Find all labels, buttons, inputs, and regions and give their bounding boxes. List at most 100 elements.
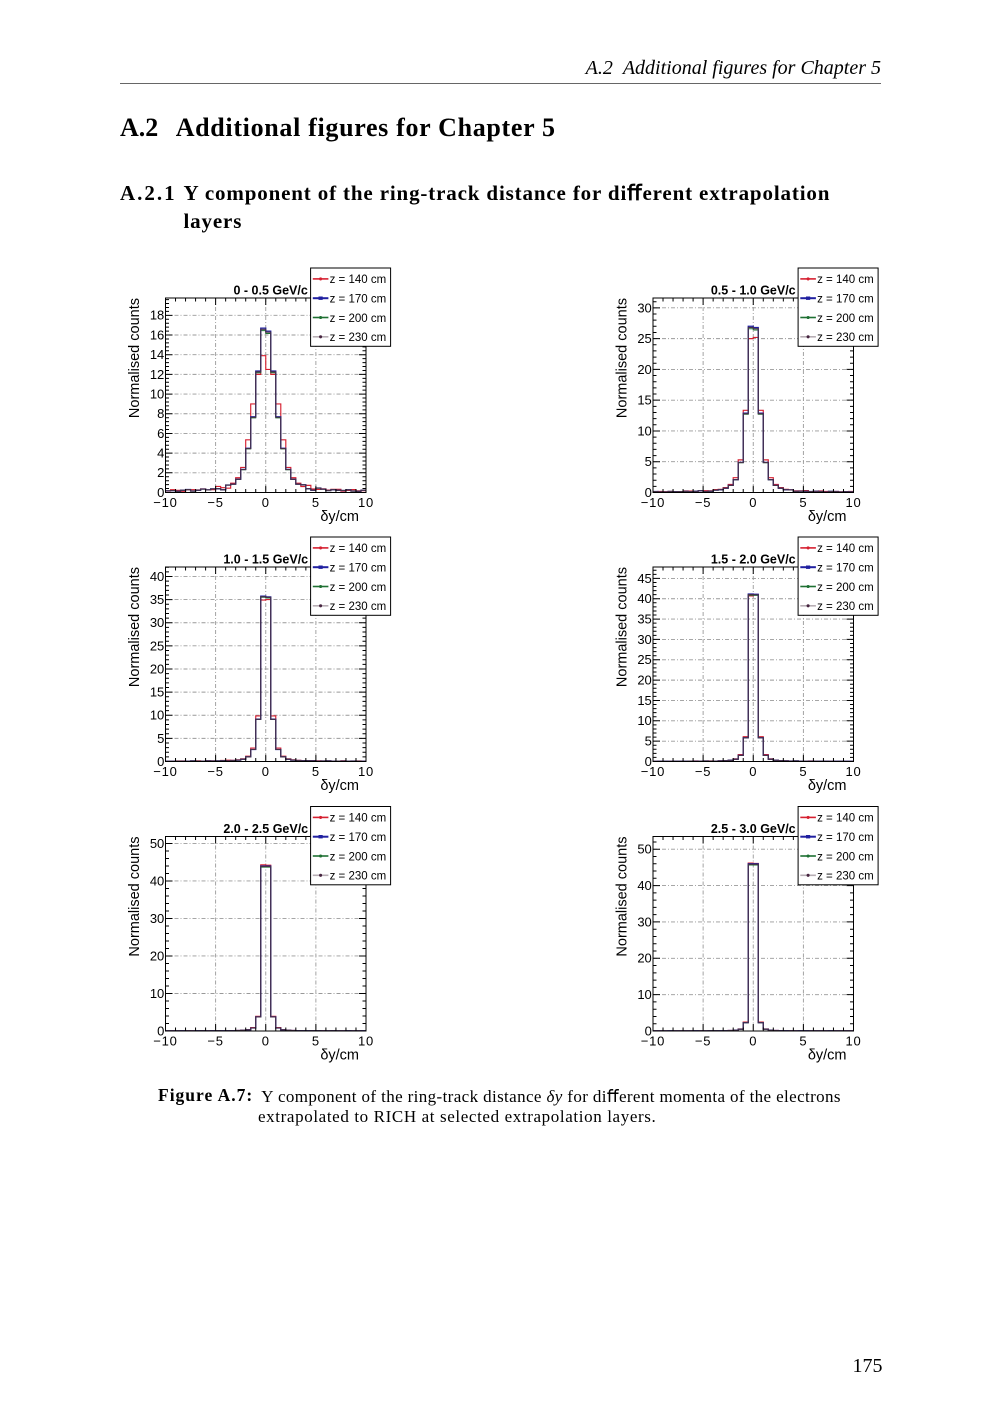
svg-text:50: 50 [150, 836, 164, 851]
svg-text:δy/cm: δy/cm [320, 1048, 359, 1064]
svg-text:z = 170 cm: z = 170 cm [817, 832, 874, 844]
svg-text:z = 140 cm: z = 140 cm [817, 813, 874, 825]
svg-text:Normalised counts: Normalised counts [127, 567, 143, 687]
svg-text:2.5 - 3.0 GeV/c: 2.5 - 3.0 GeV/c [711, 822, 796, 836]
svg-text:5: 5 [312, 1034, 320, 1049]
svg-text:1.5 - 2.0 GeV/c: 1.5 - 2.0 GeV/c [711, 553, 796, 567]
svg-text:10: 10 [150, 708, 164, 723]
svg-text:Normalised counts: Normalised counts [615, 837, 631, 957]
svg-text:30: 30 [150, 615, 164, 630]
svg-text:2: 2 [157, 465, 164, 480]
svg-text:−5: −5 [695, 764, 711, 779]
svg-text:30: 30 [150, 911, 164, 926]
svg-text:z = 230 cm: z = 230 cm [817, 332, 874, 344]
svg-text:40: 40 [150, 569, 164, 584]
svg-text:z = 230 cm: z = 230 cm [330, 332, 387, 344]
svg-text:0: 0 [749, 495, 757, 510]
svg-text:5: 5 [312, 764, 320, 779]
svg-text:z = 140 cm: z = 140 cm [330, 813, 387, 825]
svg-text:z = 140 cm: z = 140 cm [817, 274, 874, 286]
svg-text:4: 4 [157, 446, 164, 461]
svg-text:−5: −5 [207, 1034, 223, 1049]
svg-text:z = 170 cm: z = 170 cm [330, 294, 387, 306]
svg-text:15: 15 [637, 693, 651, 708]
svg-text:40: 40 [637, 591, 651, 606]
svg-text:Normalised counts: Normalised counts [615, 298, 631, 418]
svg-text:−5: −5 [695, 495, 711, 510]
svg-text:10: 10 [150, 386, 164, 401]
svg-text:10: 10 [358, 1034, 374, 1049]
svg-text:δy/cm: δy/cm [808, 1048, 847, 1064]
svg-text:20: 20 [150, 948, 164, 963]
svg-text:z = 170 cm: z = 170 cm [817, 563, 874, 575]
svg-text:Normalised counts: Normalised counts [127, 298, 143, 418]
svg-text:z = 200 cm: z = 200 cm [330, 851, 387, 863]
svg-text:15: 15 [637, 393, 651, 408]
svg-text:8: 8 [157, 406, 164, 421]
svg-text:0: 0 [262, 1034, 270, 1049]
svg-text:−5: −5 [695, 1034, 711, 1049]
svg-text:25: 25 [637, 652, 651, 667]
svg-text:15: 15 [150, 685, 164, 700]
svg-text:δy/cm: δy/cm [808, 509, 847, 525]
svg-text:5: 5 [157, 731, 164, 746]
svg-text:10: 10 [358, 495, 374, 510]
svg-text:z = 140 cm: z = 140 cm [817, 543, 874, 555]
svg-text:−10: −10 [153, 1034, 177, 1049]
svg-text:0: 0 [645, 754, 652, 769]
svg-text:10: 10 [358, 764, 374, 779]
svg-text:16: 16 [150, 327, 164, 342]
svg-text:z = 170 cm: z = 170 cm [330, 563, 387, 575]
svg-text:0: 0 [157, 1023, 164, 1038]
svg-text:z = 200 cm: z = 200 cm [330, 582, 387, 594]
svg-text:−10: −10 [641, 764, 665, 779]
svg-text:40: 40 [150, 873, 164, 888]
svg-text:5: 5 [799, 1034, 807, 1049]
svg-text:z = 140 cm: z = 140 cm [330, 543, 387, 555]
svg-text:18: 18 [150, 308, 164, 323]
svg-text:40: 40 [637, 878, 651, 893]
svg-text:0: 0 [749, 1034, 757, 1049]
svg-text:−10: −10 [641, 495, 665, 510]
svg-text:25: 25 [637, 331, 651, 346]
svg-text:z = 140 cm: z = 140 cm [330, 274, 387, 286]
svg-text:Normalised counts: Normalised counts [615, 567, 631, 687]
svg-text:z = 200 cm: z = 200 cm [817, 313, 874, 325]
svg-text:35: 35 [637, 611, 651, 626]
svg-text:10: 10 [637, 423, 651, 438]
svg-text:10: 10 [845, 495, 861, 510]
svg-text:z = 230 cm: z = 230 cm [330, 871, 387, 883]
svg-text:0: 0 [157, 754, 164, 769]
svg-text:0: 0 [645, 1023, 652, 1038]
svg-text:Normalised counts: Normalised counts [127, 837, 143, 957]
svg-text:30: 30 [637, 632, 651, 647]
svg-text:25: 25 [150, 638, 164, 653]
svg-text:30: 30 [637, 914, 651, 929]
svg-text:10: 10 [845, 764, 861, 779]
svg-text:5: 5 [645, 734, 652, 749]
svg-text:0: 0 [262, 764, 270, 779]
svg-text:5: 5 [645, 454, 652, 469]
svg-text:z = 230 cm: z = 230 cm [330, 601, 387, 613]
svg-text:0: 0 [262, 495, 270, 510]
svg-text:5: 5 [799, 764, 807, 779]
svg-text:10: 10 [637, 713, 651, 728]
svg-text:0.5 - 1.0 GeV/c: 0.5 - 1.0 GeV/c [711, 284, 796, 298]
svg-text:z = 200 cm: z = 200 cm [817, 851, 874, 863]
svg-text:z = 230 cm: z = 230 cm [817, 871, 874, 883]
svg-text:−10: −10 [153, 764, 177, 779]
svg-text:z = 200 cm: z = 200 cm [817, 582, 874, 594]
svg-text:6: 6 [157, 426, 164, 441]
svg-text:0: 0 [645, 485, 652, 500]
svg-text:5: 5 [799, 495, 807, 510]
svg-text:1.0 - 1.5 GeV/c: 1.0 - 1.5 GeV/c [223, 553, 308, 567]
svg-text:−5: −5 [207, 764, 223, 779]
svg-text:0: 0 [749, 764, 757, 779]
svg-text:5: 5 [312, 495, 320, 510]
svg-text:0 - 0.5 GeV/c: 0 - 0.5 GeV/c [233, 284, 307, 298]
svg-text:z = 170 cm: z = 170 cm [817, 294, 874, 306]
svg-text:45: 45 [637, 571, 651, 586]
svg-text:−5: −5 [207, 495, 223, 510]
svg-text:10: 10 [637, 987, 651, 1002]
svg-text:−10: −10 [641, 1034, 665, 1049]
